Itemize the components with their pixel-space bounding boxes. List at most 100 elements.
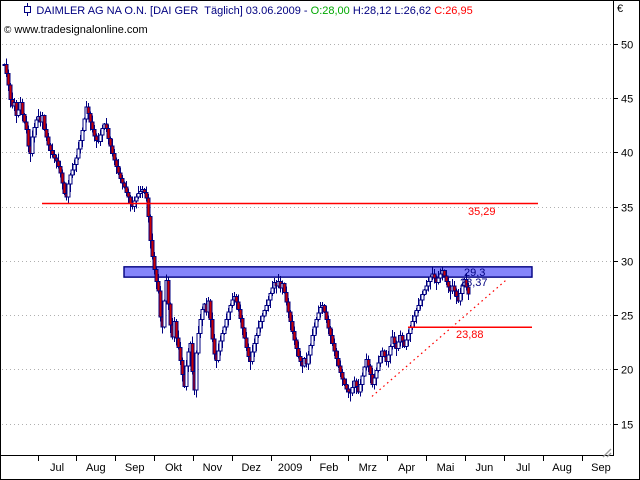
candle-body — [114, 159, 119, 168]
candle-body — [190, 342, 195, 372]
candle-body — [196, 333, 201, 354]
candle-body — [436, 277, 441, 284]
x-tick-label: Sep — [591, 462, 611, 474]
candle-body — [310, 335, 315, 346]
candle-body — [178, 347, 183, 362]
candle-body — [252, 342, 257, 353]
candle-body — [314, 318, 319, 328]
candle-body — [338, 365, 343, 374]
candle-body — [296, 348, 301, 357]
y-tick-label: 40 — [621, 148, 633, 160]
x-tick-label: Jul — [516, 462, 530, 474]
candle-body — [442, 270, 447, 277]
resistance-price-label: 35,29 — [468, 205, 496, 218]
candle-body — [256, 327, 261, 337]
candle-body — [88, 112, 93, 123]
candle-body — [110, 145, 115, 155]
candle-body — [78, 140, 83, 150]
candle-body — [48, 144, 53, 151]
candle-body — [184, 365, 189, 388]
candle-body — [4, 64, 9, 74]
candle-body — [294, 339, 299, 350]
candle-body — [420, 293, 425, 301]
candle-body — [368, 365, 373, 376]
candle-body — [262, 310, 267, 317]
candle-body — [254, 335, 259, 344]
candle-body — [392, 336, 397, 344]
candle-body — [268, 292, 273, 301]
candle-body — [100, 128, 105, 136]
candle-body — [124, 186, 129, 194]
y-tick-label: 30 — [621, 257, 633, 269]
candle-body — [72, 163, 77, 171]
candle-body — [68, 174, 73, 185]
candle-body — [212, 338, 217, 355]
candle-body — [322, 304, 327, 313]
candle-body — [176, 337, 181, 349]
x-tick-label: Sep — [125, 462, 145, 474]
candle-body — [166, 279, 171, 305]
candle-body — [386, 354, 391, 363]
candle-body — [452, 285, 457, 292]
currency-label: € — [617, 3, 624, 15]
candle-body — [466, 286, 471, 295]
candle-body — [308, 344, 313, 356]
candle-body — [194, 352, 199, 391]
candle-body — [334, 350, 339, 359]
copyright-icon: © — [4, 24, 12, 36]
x-tick-label: Dez — [241, 462, 261, 474]
candle-body — [70, 169, 75, 176]
watermark-text: www.tradesignalonline.com — [14, 24, 148, 36]
candle-body — [118, 172, 123, 179]
close-value: C:26,95 — [434, 5, 473, 17]
candle-body — [60, 172, 65, 184]
candlestick-icon — [5, 0, 32, 31]
candle-body — [22, 113, 27, 123]
x-tick-label: 2009 — [278, 462, 302, 474]
candle-body — [246, 347, 251, 357]
candle-body — [46, 136, 51, 146]
candle-body — [328, 327, 333, 337]
candle-body — [400, 335, 405, 342]
x-tick-label: Aug — [86, 462, 106, 474]
candle-body — [210, 318, 215, 340]
candle-body — [260, 315, 265, 323]
candle-body — [330, 335, 335, 344]
candle-body — [168, 303, 173, 326]
candle-body — [388, 346, 393, 356]
candle-body — [324, 311, 329, 320]
candle-body — [112, 153, 117, 161]
candle-body — [332, 342, 337, 352]
candle-body — [42, 115, 47, 131]
candle-body — [362, 366, 367, 377]
candle-body — [222, 326, 227, 335]
resize-grip-icon[interactable] — [601, 445, 612, 458]
candle-body — [242, 327, 247, 339]
y-tick-label: 20 — [621, 365, 633, 377]
x-tick-label: Mai — [437, 462, 455, 474]
candle-body — [144, 192, 149, 199]
high-low-values: H:28,12 L:26,62 — [349, 5, 435, 17]
candle-body — [288, 311, 293, 323]
candle-body — [340, 372, 345, 380]
candle-body — [6, 72, 11, 86]
candle-body — [218, 340, 223, 352]
candle-body — [258, 321, 263, 329]
candle-body — [418, 299, 423, 306]
candle-body — [336, 357, 341, 367]
support-price-label: 23,88 — [456, 329, 484, 342]
candle-body — [158, 290, 163, 318]
candle-body — [76, 148, 81, 159]
candle-body — [316, 312, 321, 320]
candle-body — [86, 106, 91, 114]
last-high-price-label: 28,37 — [460, 277, 488, 290]
candle-body — [282, 283, 287, 293]
candle-body — [8, 84, 13, 100]
candle-body — [62, 182, 67, 195]
candle-body — [26, 129, 31, 147]
candle-body — [406, 333, 411, 341]
candle-body — [128, 196, 133, 204]
y-tick-label: 25 — [621, 311, 633, 323]
